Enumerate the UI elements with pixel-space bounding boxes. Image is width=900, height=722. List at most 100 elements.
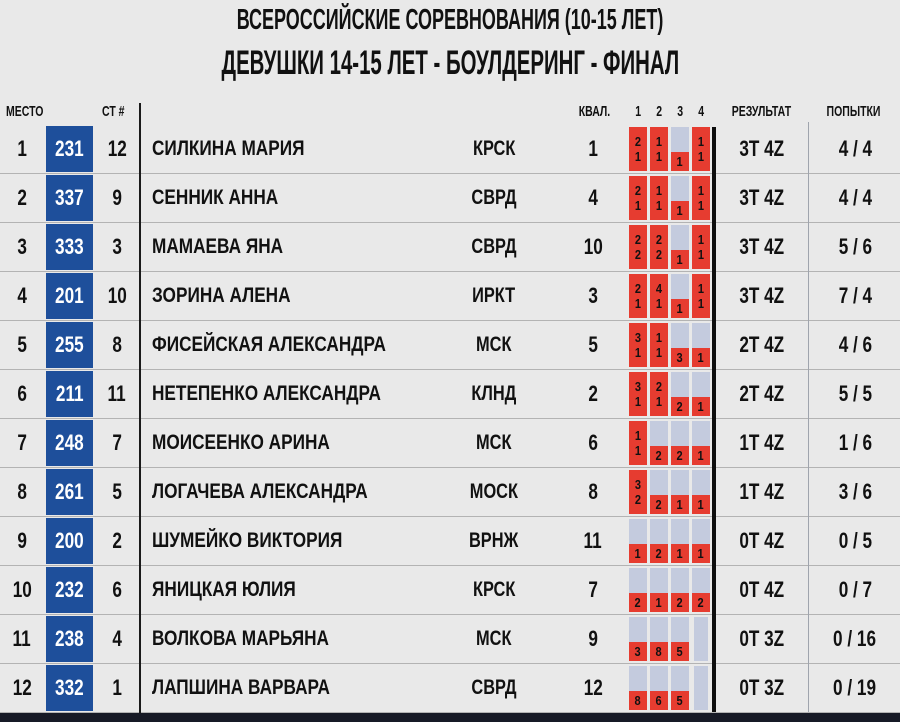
athlete-name: ВОЛКОВА МАРЬЯНА [152,627,330,650]
region-cell: МСК [476,333,512,356]
bib-badge: 248 [46,420,93,466]
bib-badge: 261 [46,469,93,515]
boulder-cell-zone: 1 [692,421,710,465]
bib-badge: 200 [46,518,93,564]
start-number-cell: 10 [107,283,127,308]
athlete-name: ЛАПШИНА ВАРВАРА [152,676,330,699]
attempts-cell: 7 / 4 [838,283,872,308]
start-number-cell: 5 [112,479,122,504]
place-cell: 5 [17,332,27,357]
bottom-bar [0,713,900,722]
start-number-cell: 11 [107,381,127,406]
qualification-rank-cell: 3 [588,283,598,308]
attempts-cell: 0 / 5 [838,528,872,553]
qualification-rank-cell: 11 [583,528,603,553]
place-cell: 1 [17,136,27,161]
start-number-cell: 7 [112,430,122,455]
boulder-cell-zone: 8 [629,666,647,710]
boulder-cell-zone: 1 [692,519,710,563]
page-subtitle: ДЕВУШКИ 14-15 ЛЕТ - БОУЛДЕРИНГ - ФИНАЛ [221,44,679,82]
qualification-rank-cell: 5 [588,332,598,357]
start-number-cell: 2 [112,528,122,553]
athlete-name: ФИСЕЙСКАЯ АЛЕКСАНДРА [152,333,386,356]
qualification-rank-cell: 7 [588,577,598,602]
column-header-boulder-1: 1 [635,102,641,120]
column-header-boulder-3: 3 [677,102,683,120]
bib-badge: 238 [46,616,93,662]
boulder-cell-zone: 1 [692,372,710,416]
boulder-cell-zone: 1 [671,176,689,220]
boulder-cell-zone: 2 [650,519,668,563]
boulder-cell-zone: 5 [671,666,689,710]
attempts-cell: 4 / 4 [838,185,872,210]
boulder-cell-zone: 1 [671,274,689,318]
boulder-cell-zone: 1 [671,225,689,269]
column-header-attempts: ПОПЫТКИ [827,102,881,120]
bib-badge: 232 [46,567,93,613]
qualification-rank-cell: 8 [588,479,598,504]
boulder-cell-zone: 5 [671,617,689,661]
qualification-rank-cell: 2 [588,381,598,406]
attempts-cell: 0 / 7 [838,577,872,602]
boulder-cell-zone: 2 [650,470,668,514]
attempts-cell: 0 / 16 [833,626,877,651]
athlete-name: ЗОРИНА АЛЕНА [152,284,291,307]
region-cell: СВРД [471,186,517,209]
athlete-name: ЯНИЦКАЯ ЮЛИЯ [152,578,296,601]
result-cell: 1T 4Z [739,479,785,504]
boulder-cell-zone: 6 [650,666,668,710]
athlete-name: НЕТЕПЕНКО АЛЕКСАНДРА [152,382,381,405]
result-attempts-divider [808,122,809,712]
start-column-divider [139,103,141,713]
boulder-cell-zone: 3 [629,617,647,661]
attempts-cell: 4 / 4 [838,136,872,161]
region-cell: СВРД [471,676,517,699]
column-header-qualification: КВАЛ. [578,102,610,120]
bib-badge: 332 [46,665,93,711]
result-cell: 0T 4Z [739,528,785,553]
start-number-cell: 3 [112,234,122,259]
boulder-cell-zone: 1 [671,519,689,563]
result-cell: 3T 4Z [739,185,785,210]
start-number-cell: 8 [112,332,122,357]
attempts-cell: 5 / 5 [838,381,872,406]
result-cell: 0T 4Z [739,577,785,602]
region-cell: МСК [476,431,512,454]
boulder-cell-zone: 2 [671,372,689,416]
bib-badge: 211 [46,371,93,417]
boulder-cell-zone: 2 [671,421,689,465]
region-cell: МСК [476,627,512,650]
result-cell: 0T 3Z [739,626,785,651]
boulder-cell-zone: 2 [671,568,689,612]
start-number-cell: 12 [107,136,127,161]
bib-badge: 201 [46,273,93,319]
attempts-cell: 1 / 6 [838,430,872,455]
place-cell: 10 [12,577,32,602]
column-header-boulder-2: 2 [656,102,662,120]
page-title: ВСЕРОССИЙСКИЕ СОРЕВНОВАНИЯ (10-15 ЛЕТ) [236,4,664,36]
result-cell: 1T 4Z [739,430,785,455]
start-number-cell: 4 [112,626,122,651]
qualification-rank-cell: 4 [588,185,598,210]
